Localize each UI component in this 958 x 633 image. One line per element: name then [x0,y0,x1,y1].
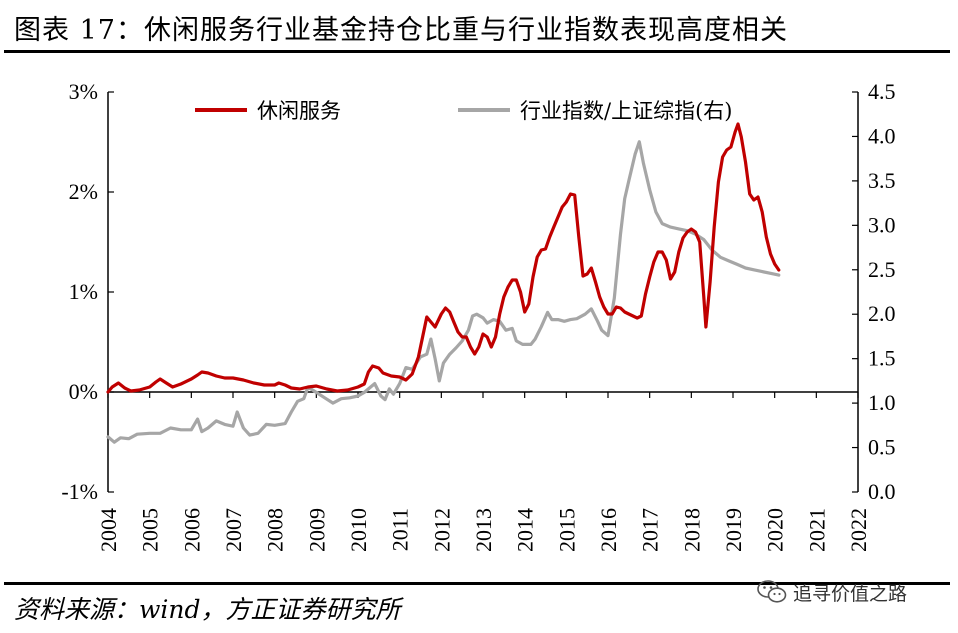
right-tick-label: 1.5 [868,346,896,371]
right-tick-label: 4.0 [868,123,896,148]
wechat-icon [757,580,787,603]
x-tick-label: 2018 [679,508,704,552]
chart-legend: 休闲服务 行业指数/上证综指(右) [195,99,732,123]
watermark-text: 追寻价值之路 [793,582,908,605]
series-layer [106,122,781,444]
right-axis-ticks: 4.5 4.0 3.5 3.0 2.5 2.0 1.5 1.0 0.5 0.0 [852,79,896,504]
x-tick-label: 2005 [138,508,163,552]
left-axis-ticks: 3% 2% 1% 0% -1% [61,79,114,504]
right-tick-label: 2.0 [868,301,896,326]
x-tick-label: 2012 [429,508,454,552]
x-axis-ticks: 2004 2005 2006 2007 2008 2009 2010 2011 2012 2013… [96,392,871,552]
x-tick-label: 2006 [179,508,204,552]
series-line-1 [106,140,781,444]
chart-axes [107,92,859,492]
left-tick-label: 1% [69,279,98,304]
legend-label-1: 行业指数/上证综指(右) [520,99,732,123]
right-tick-label: 0.0 [868,479,896,504]
right-tick-label: 0.5 [868,435,896,460]
right-tick-label: 3.0 [868,212,896,237]
chart-title: 图表 17：休闲服务行业基金持仓比重与行业指数表现高度相关 [14,15,788,46]
x-tick-label: 2016 [596,508,621,552]
x-tick-label: 2019 [721,508,746,552]
x-tick-label: 2021 [804,508,829,552]
left-tick-label: 2% [69,179,98,204]
x-tick-label: 2014 [513,508,538,552]
right-tick-label: 4.5 [868,79,896,104]
right-tick-label: 1.0 [868,390,896,415]
x-tick-label: 2004 [96,508,121,552]
right-tick-label: 2.5 [868,257,896,282]
series-line-0 [106,122,781,394]
x-tick-label: 2011 [388,508,413,551]
x-tick-label: 2015 [554,508,579,552]
x-tick-label: 2020 [763,508,788,552]
left-tick-label: -1% [61,479,98,504]
x-tick-label: 2010 [346,508,371,552]
x-tick-label: 2017 [638,508,663,552]
left-tick-label: 3% [69,79,98,104]
watermark: 追寻价值之路 [757,574,907,610]
source-note: 资料来源：wind，方正证券研究所 [14,595,401,624]
title-rule [4,50,950,53]
x-tick-label: 2007 [221,508,246,552]
x-tick-label: 2009 [304,508,329,552]
x-tick-label: 2013 [471,508,496,552]
right-tick-label: 3.5 [868,168,896,193]
left-tick-label: 0% [69,379,98,404]
legend-label-0: 休闲服务 [257,99,341,123]
x-tick-label: 2022 [846,508,871,552]
x-tick-label: 2008 [263,508,288,552]
source-rule [4,582,950,585]
